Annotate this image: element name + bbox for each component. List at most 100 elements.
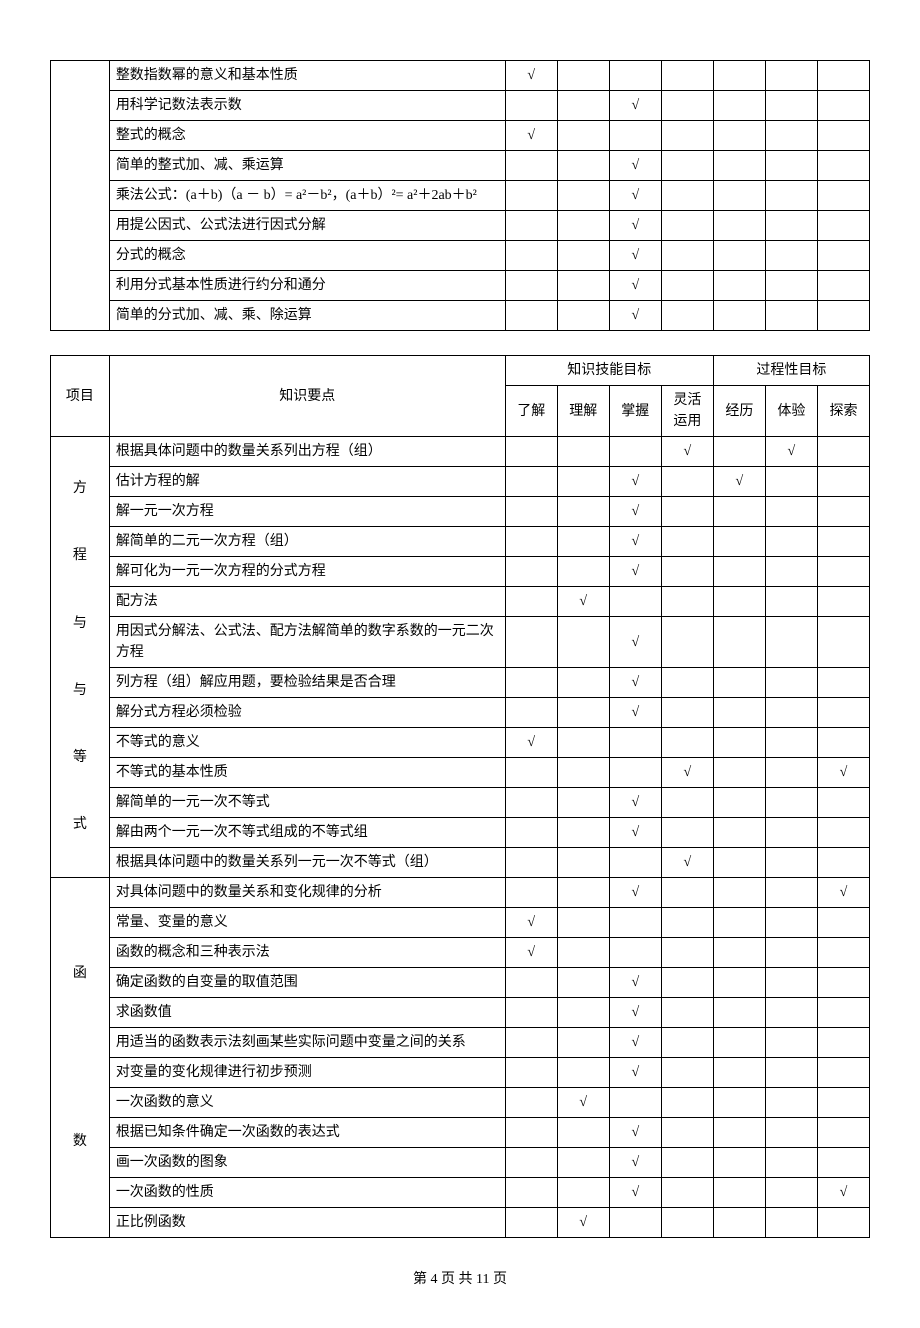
check-cell xyxy=(765,668,817,698)
topic-cell: 整式的概念 xyxy=(109,121,505,151)
check-cell xyxy=(505,241,557,271)
check-cell xyxy=(609,437,661,467)
check-cell xyxy=(505,587,557,617)
check-cell: √ xyxy=(505,938,557,968)
table-row: 一次函数的意义√ xyxy=(51,1088,870,1118)
table-row: 用适当的函数表示法刻画某些实际问题中变量之间的关系√ xyxy=(51,1028,870,1058)
check-cell xyxy=(817,1028,869,1058)
check-cell xyxy=(817,938,869,968)
check-cell xyxy=(817,968,869,998)
check-cell xyxy=(557,668,609,698)
check-cell xyxy=(661,587,713,617)
check-cell xyxy=(557,301,609,331)
topic-cell: 用适当的函数表示法刻画某些实际问题中变量之间的关系 xyxy=(109,1028,505,1058)
topic-cell: 分式的概念 xyxy=(109,241,505,271)
check-cell: √ xyxy=(661,758,713,788)
check-cell: √ xyxy=(609,241,661,271)
check-cell xyxy=(661,1118,713,1148)
check-cell: √ xyxy=(609,181,661,211)
check-cell xyxy=(661,728,713,758)
table-main: 项目 知识要点 知识技能目标 过程性目标 了解 理解 掌握 灵活运用 经历 体验… xyxy=(50,355,870,1238)
check-cell xyxy=(713,1028,765,1058)
topic-cell: 整数指数幂的意义和基本性质 xyxy=(109,61,505,91)
check-cell xyxy=(817,121,869,151)
check-cell: √ xyxy=(557,1208,609,1238)
check-cell xyxy=(661,151,713,181)
check-cell xyxy=(505,968,557,998)
check-cell: √ xyxy=(505,908,557,938)
topic-cell: 对变量的变化规律进行初步预测 xyxy=(109,1058,505,1088)
check-cell xyxy=(609,587,661,617)
check-cell xyxy=(661,1208,713,1238)
check-cell xyxy=(609,61,661,91)
topic-cell: 列方程（组）解应用题，要检验结果是否合理 xyxy=(109,668,505,698)
check-cell xyxy=(557,1148,609,1178)
table-row: 根据具体问题中的数量关系列一元一次不等式（组） √ xyxy=(51,848,870,878)
check-cell xyxy=(505,181,557,211)
table-row: 确定函数的自变量的取值范围√ xyxy=(51,968,870,998)
check-cell xyxy=(661,1058,713,1088)
topic-cell: 对具体问题中的数量关系和变化规律的分析 xyxy=(109,878,505,908)
check-cell xyxy=(765,818,817,848)
check-cell xyxy=(817,301,869,331)
topic-cell: 解由两个一元一次不等式组成的不等式组 xyxy=(109,818,505,848)
check-cell xyxy=(817,211,869,241)
check-cell xyxy=(661,698,713,728)
check-cell xyxy=(713,241,765,271)
check-cell xyxy=(817,728,869,758)
table-row: 正比例函数√ xyxy=(51,1208,870,1238)
check-cell xyxy=(505,301,557,331)
check-cell xyxy=(505,557,557,587)
check-cell xyxy=(505,698,557,728)
check-cell xyxy=(609,758,661,788)
topic-cell: 确定函数的自变量的取值范围 xyxy=(109,968,505,998)
check-cell xyxy=(661,211,713,241)
check-cell xyxy=(817,467,869,497)
table-row: 用科学记数法表示数√ xyxy=(51,91,870,121)
check-cell xyxy=(765,91,817,121)
check-cell xyxy=(505,617,557,668)
check-cell xyxy=(713,698,765,728)
check-cell xyxy=(557,788,609,818)
topic-cell: 解一元一次方程 xyxy=(109,497,505,527)
check-cell xyxy=(557,728,609,758)
check-cell xyxy=(765,1148,817,1178)
page-footer: 第 4 页 共 11 页 xyxy=(50,1268,870,1288)
check-cell xyxy=(505,998,557,1028)
check-cell xyxy=(505,848,557,878)
topic-cell: 解分式方程必须检验 xyxy=(109,698,505,728)
check-cell xyxy=(713,1178,765,1208)
check-cell xyxy=(713,181,765,211)
table-row: 简单的分式加、减、乘、除运算√ xyxy=(51,301,870,331)
check-cell xyxy=(817,241,869,271)
table-row: 解可化为一元一次方程的分式方程√ xyxy=(51,557,870,587)
table-row: 解一元一次方程√ xyxy=(51,497,870,527)
check-cell xyxy=(713,271,765,301)
check-cell xyxy=(765,557,817,587)
check-cell xyxy=(557,1058,609,1088)
check-cell xyxy=(609,938,661,968)
check-cell: √ xyxy=(505,61,557,91)
topic-cell: 根据具体问题中的数量关系列一元一次不等式（组） xyxy=(109,848,505,878)
check-cell xyxy=(713,527,765,557)
check-cell xyxy=(817,91,869,121)
check-cell xyxy=(557,1118,609,1148)
check-cell xyxy=(713,818,765,848)
check-cell xyxy=(713,1208,765,1238)
check-cell xyxy=(713,998,765,1028)
topic-cell: 用提公因式、公式法进行因式分解 xyxy=(109,211,505,241)
table-row: 估计方程的解√√ xyxy=(51,467,870,497)
topic-cell: 用因式分解法、公式法、配方法解简单的数字系数的一元二次方程 xyxy=(109,617,505,668)
check-cell: √ xyxy=(765,437,817,467)
table-row: 利用分式基本性质进行约分和通分√ xyxy=(51,271,870,301)
check-cell: √ xyxy=(505,728,557,758)
check-cell xyxy=(765,908,817,938)
check-cell xyxy=(713,908,765,938)
topic-cell: 一次函数的性质 xyxy=(109,1178,505,1208)
check-cell xyxy=(765,998,817,1028)
check-cell xyxy=(713,91,765,121)
check-cell: √ xyxy=(609,151,661,181)
check-cell xyxy=(557,151,609,181)
check-cell: √ xyxy=(661,848,713,878)
check-cell xyxy=(713,151,765,181)
